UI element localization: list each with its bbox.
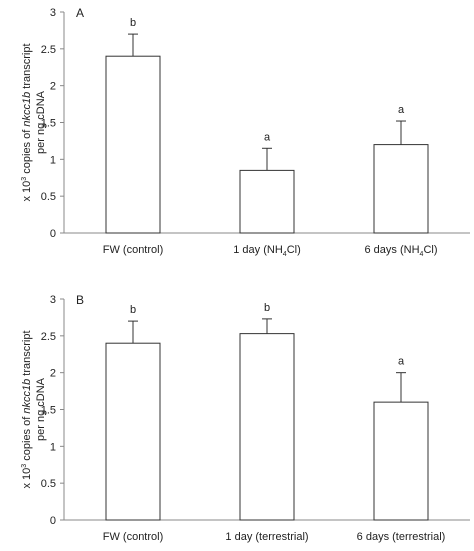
significance-letter: a — [398, 356, 405, 368]
category-label: FW (control) — [103, 531, 164, 543]
chart-panel-a: 0 0.5 1 1.5 2 2.5 3 Ab FW (control) a 1 day (NH4Cl… — [21, 6, 470, 258]
significance-letter: b — [130, 304, 136, 316]
bar — [373, 401, 429, 521]
category-label: 6 days (NH4Cl) — [365, 244, 438, 258]
significance-letter: a — [398, 104, 405, 116]
category-label: 1 day (NH4Cl) — [233, 244, 301, 258]
y-tick-label: 1.5 — [41, 405, 56, 417]
panel-label: A — [76, 6, 84, 20]
y-tick-label: 0.5 — [41, 478, 56, 490]
category-label: 6 days (terrestrial) — [357, 531, 446, 543]
significance-letter: a — [264, 131, 271, 143]
y-tick-label: 1 — [50, 441, 56, 453]
y-axis-label-line1: x 103 copies of nkcc1b transcript — [21, 44, 33, 202]
y-tick-label: 0.5 — [41, 191, 56, 203]
y-tick-label: 3 — [50, 7, 56, 19]
y-axis-label-line2: per ng cDNA — [35, 90, 47, 154]
chart-panel-b: 0 0.5 1 1.5 2 2.5 3 Bb FW (control) b 1 day (terre… — [21, 293, 470, 543]
bar — [105, 55, 161, 234]
y-tick-label: 1.5 — [41, 118, 56, 130]
panel-label: B — [76, 293, 84, 307]
y-tick-label: 2.5 — [41, 44, 56, 56]
y-tick-label: 2 — [50, 368, 56, 380]
bar — [105, 342, 161, 521]
significance-letter: b — [130, 17, 136, 29]
y-tick-label: 3 — [50, 294, 56, 306]
significance-letter: b — [264, 302, 270, 314]
category-label: 1 day (terrestrial) — [225, 531, 308, 543]
y-tick-label: 1 — [50, 154, 56, 166]
bar — [373, 144, 429, 234]
y-tick-label: 2.5 — [41, 331, 56, 343]
y-tick-label: 0 — [50, 515, 56, 527]
bar — [239, 333, 295, 521]
y-tick-label: 0 — [50, 228, 56, 240]
y-axis-label-line2: per ng cDNA — [35, 377, 47, 441]
bar — [239, 169, 295, 234]
category-label: FW (control) — [103, 244, 164, 256]
y-axis-label-line1: x 103 copies of nkcc1b transcript — [21, 331, 33, 489]
y-tick-label: 2 — [50, 81, 56, 93]
